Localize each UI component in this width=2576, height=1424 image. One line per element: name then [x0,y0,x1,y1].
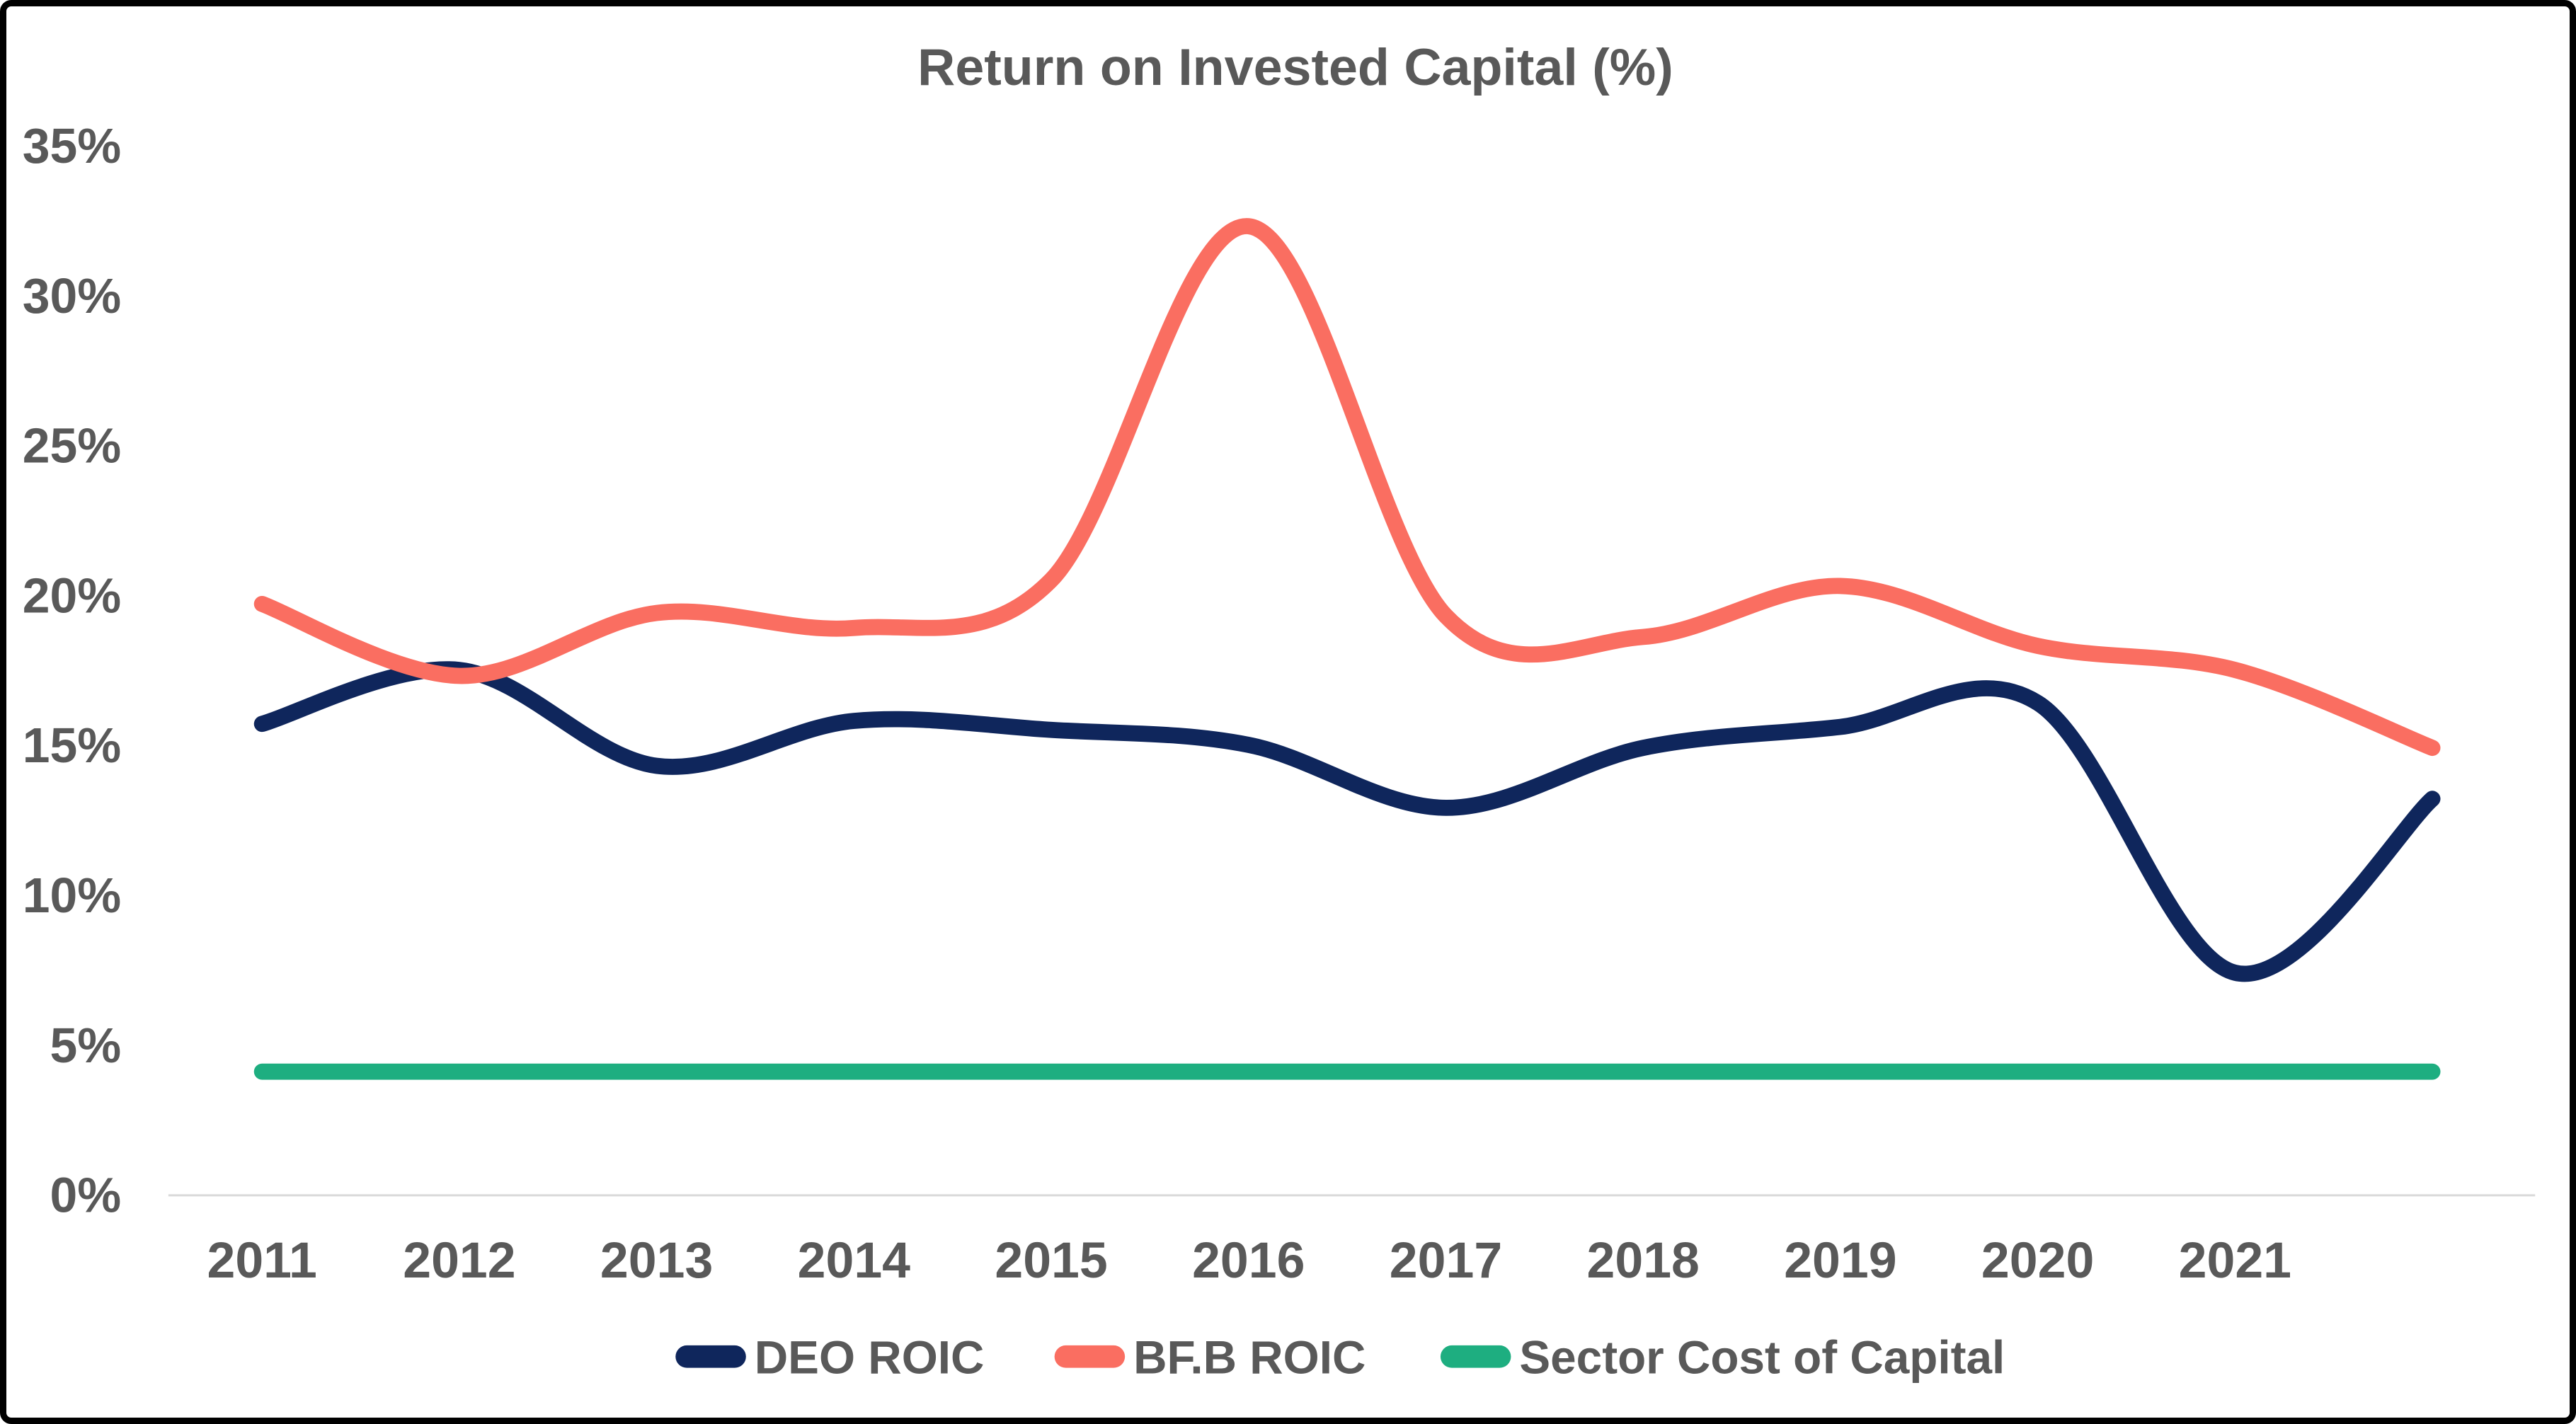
x-axis-tick-label: 2018 [1587,1232,1700,1289]
y-axis-tick-label: 35% [23,118,121,173]
y-axis-tick-label: 10% [23,868,121,923]
legend-item-deo-roic: DEO ROIC [675,1332,984,1384]
sector-cost-legend-label: Sector Cost of Capital [1519,1332,2005,1384]
bfb-roic-legend-marker [1054,1345,1126,1368]
x-axis-tick-label: 2020 [1981,1232,2094,1289]
y-axis: 0% 5% 10% 15% 20% 25% 30% 35% [23,118,121,1222]
deo-roic-legend-marker [675,1345,746,1368]
chart-title: Return on Invested Capital (%) [917,38,1673,96]
x-axis-tick-label: 2015 [995,1232,1107,1289]
series-lines [253,218,2441,1080]
legend-item-sector-cost-of-capital: Sector Cost of Capital [1440,1332,2005,1384]
x-axis: 2011 2012 2013 2014 2015 2016 2017 2018 2019 2020… [207,1232,2291,1289]
legend: DEO ROIC BF.B ROIC Sector Cost of Capita… [675,1332,2005,1384]
x-axis-tick-label: 2016 [1192,1232,1305,1289]
deo-roic-legend-label: DEO ROIC [755,1332,985,1384]
y-axis-tick-label: 0% [50,1168,122,1223]
legend-item-bfb-roic: BF.B ROIC [1054,1332,1366,1384]
y-axis-tick-label: 20% [23,568,121,624]
sector-cost-legend-marker [1440,1345,1511,1368]
y-axis-tick-label: 15% [23,718,121,773]
roic-line-chart: Return on Invested Capital (%) 0% 5% 10% 15… [23,38,2536,1384]
x-axis-tick-label: 2017 [1390,1232,1502,1289]
y-axis-tick-label: 25% [23,418,121,473]
bfb-roic-legend-label: BF.B ROIC [1133,1332,1366,1384]
x-axis-tick-label: 2014 [798,1232,911,1289]
x-axis-tick-label: 2012 [403,1232,515,1289]
y-axis-tick-label: 5% [50,1018,122,1073]
y-axis-tick-label: 30% [23,268,121,323]
series-line-bf-b-roic [253,218,2441,757]
x-axis-tick-label: 2011 [207,1232,316,1289]
x-axis-tick-label: 2013 [600,1232,713,1289]
x-axis-tick-label: 2021 [2179,1232,2291,1289]
x-axis-tick-label: 2019 [1784,1232,1896,1289]
series-line-deo-roic [253,661,2441,982]
